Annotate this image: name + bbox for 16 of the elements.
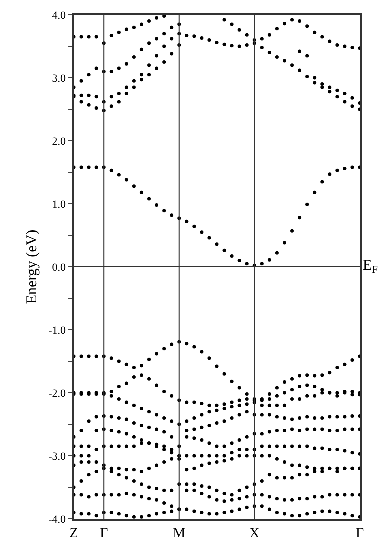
x-tick-label: Z (70, 526, 78, 542)
y-tick-label: 3.0 (52, 72, 67, 85)
y-tick-label: -2.0 (48, 388, 67, 400)
y-tick-label: 4.0 (52, 10, 67, 22)
y-tick-label: -4.0 (48, 514, 67, 526)
x-tick-label: M (173, 526, 186, 542)
y-tick-label: 2.0 (52, 136, 67, 148)
y-tick-label: 1.0 (52, 198, 67, 211)
x-tick-label: Γ (356, 526, 364, 542)
y-tick-label: 0.0 (52, 262, 67, 274)
ref-line-label: E$_{F}$ (363, 258, 378, 276)
x-tick-label: X (250, 526, 260, 542)
x-tick-label: Γ (100, 526, 108, 542)
y-axis-title: Energy (eV) (24, 230, 40, 304)
y-tick-label: -1.0 (48, 324, 67, 337)
y-tick-label: -3.0 (48, 450, 67, 463)
